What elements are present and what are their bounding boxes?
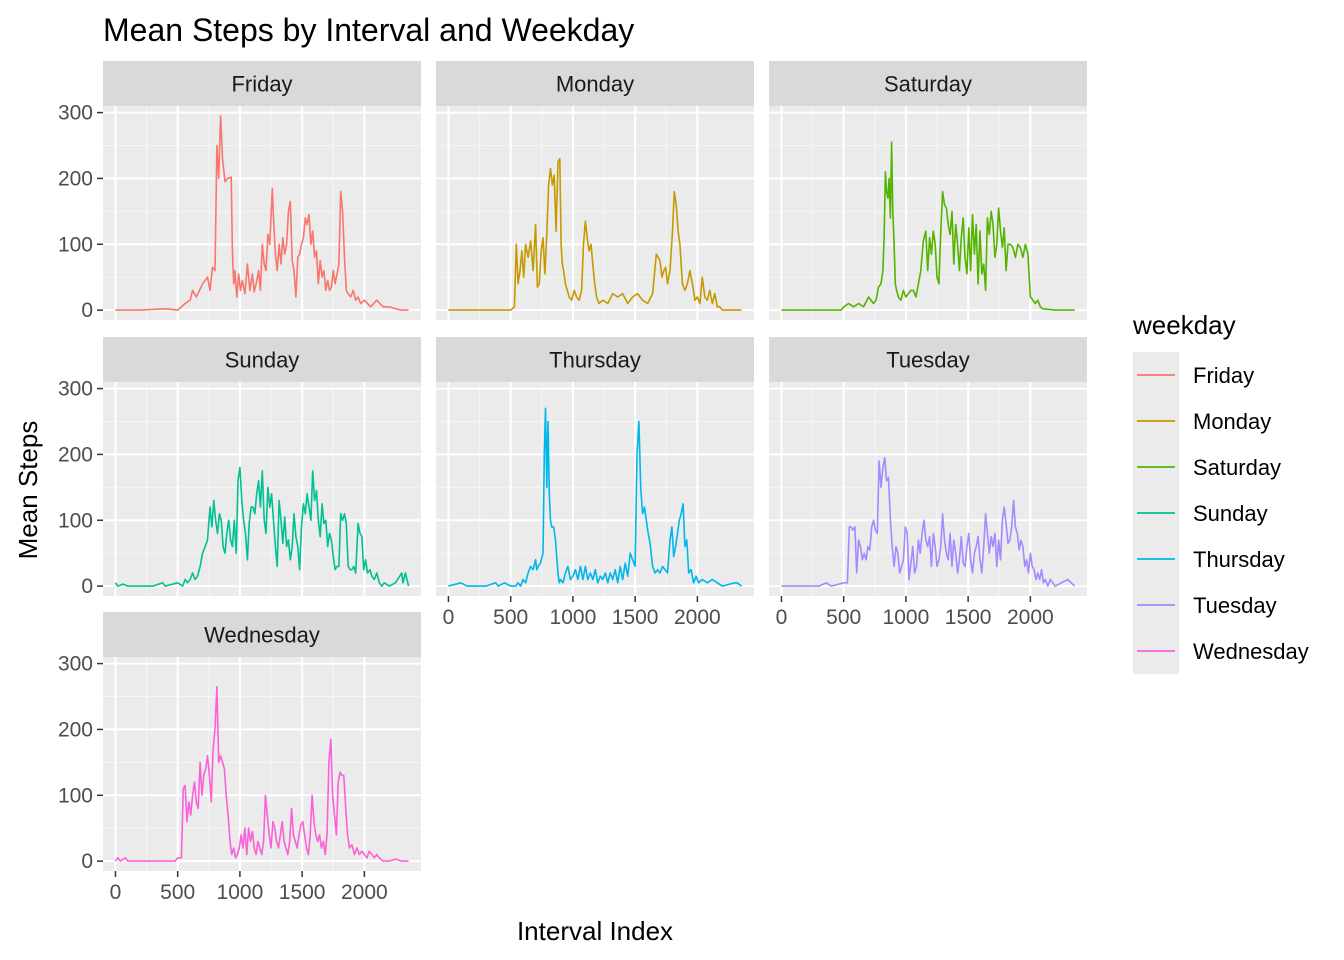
- x-tick-label: 500: [826, 606, 861, 629]
- panel-background: [103, 106, 421, 320]
- x-tick-label: 500: [493, 606, 528, 629]
- x-axis-title: Interval Index: [517, 916, 673, 946]
- facet-panel-monday: Monday: [436, 61, 754, 320]
- x-tick-label: 2000: [674, 606, 721, 629]
- facet-strip-label: Wednesday: [204, 623, 320, 648]
- facet-strip: [103, 612, 421, 657]
- x-tick-label: 1500: [612, 606, 659, 629]
- series-line-tuesday: [781, 456, 1076, 587]
- legend-item-monday: Monday: [1133, 398, 1271, 444]
- legend-label: Friday: [1193, 363, 1254, 388]
- series-line-friday: [115, 115, 409, 311]
- panel-background: [769, 106, 1087, 320]
- y-tick-label: 100: [58, 233, 93, 256]
- legend-label: Sunday: [1193, 501, 1268, 526]
- y-tick-label: 200: [58, 167, 93, 190]
- legend-title: weekday: [1132, 310, 1236, 340]
- x-tick-label: 2000: [341, 881, 388, 904]
- facet-strip-label: Monday: [556, 72, 634, 97]
- legend-item-tuesday: Tuesday: [1133, 582, 1277, 628]
- x-tick-label: 0: [110, 881, 122, 904]
- facet-panel-tuesday: Tuesday 0 500 1000 1500 2000: [769, 337, 1087, 629]
- x-tick-label: 1500: [279, 881, 326, 904]
- legend-label: Thursday: [1193, 547, 1285, 572]
- y-tick-label: 200: [58, 443, 93, 466]
- x-tick-label: 2000: [1007, 606, 1054, 629]
- facet-strip: [769, 337, 1087, 382]
- x-tick-label: 1000: [883, 606, 930, 629]
- facet-strip: [436, 337, 754, 382]
- facet-strip: [436, 61, 754, 106]
- series-line-saturday: [781, 141, 1075, 311]
- facet-strip: [769, 61, 1087, 106]
- x-tick-label: 0: [443, 606, 455, 629]
- series-line-monday: [448, 157, 742, 311]
- facet-panel-sunday: Sunday 0 100 200 300: [58, 337, 421, 598]
- facet-panel-saturday: Saturday: [769, 61, 1087, 320]
- legend-label: Tuesday: [1193, 593, 1277, 618]
- y-tick-label: 100: [58, 784, 93, 807]
- facet-panels: Friday 0 100 200 300 Monday Saturday Sunday 0 100…: [58, 61, 1087, 904]
- legend-item-thursday: Thursday: [1133, 536, 1285, 582]
- legend-item-wednesday: Wednesday: [1133, 628, 1309, 674]
- y-tick-label: 300: [58, 653, 93, 676]
- legend-keys: Friday Monday Saturday Sunday Thursday Tuesda…: [1133, 352, 1309, 674]
- y-tick-label: 300: [58, 378, 93, 401]
- y-tick-label: 0: [81, 299, 93, 322]
- panel-background: [769, 382, 1087, 596]
- facet-strip-label: Friday: [231, 72, 292, 97]
- x-tick-label: 1000: [217, 881, 264, 904]
- facet-panel-friday: Friday 0 100 200 300: [58, 61, 421, 322]
- x-tick-label: 0: [776, 606, 788, 629]
- chart-title: Mean Steps by Interval and Weekday: [103, 12, 634, 48]
- facet-strip-label: Thursday: [549, 348, 641, 373]
- x-tick-label: 1500: [945, 606, 992, 629]
- series-line-sunday: [114, 466, 410, 587]
- facet-strip-label: Tuesday: [886, 348, 970, 373]
- facet-strip-label: Saturday: [884, 72, 972, 97]
- legend-item-friday: Friday: [1133, 352, 1254, 398]
- y-tick-label: 0: [81, 850, 93, 873]
- legend-item-sunday: Sunday: [1133, 490, 1268, 536]
- facet-strip: [103, 337, 421, 382]
- y-axis-title: Mean Steps: [13, 421, 43, 560]
- legend-label: Monday: [1193, 409, 1271, 434]
- facet-strip-label: Sunday: [225, 348, 300, 373]
- facet-panel-thursday: Thursday 0 500 1000 1500 2000: [436, 337, 754, 629]
- legend: weekday Friday Monday Saturday Sunday Thursd…: [1132, 310, 1309, 674]
- panel-background: [436, 382, 754, 596]
- series-line-thursday: [448, 407, 743, 587]
- legend-label: Saturday: [1193, 455, 1281, 480]
- facet-panel-wednesday: Wednesday 0 100 200 300 0 500 1000 1500 2000: [58, 612, 421, 904]
- x-tick-label: 1000: [550, 606, 597, 629]
- y-tick-label: 300: [58, 102, 93, 125]
- y-tick-label: 0: [81, 575, 93, 598]
- x-tick-label: 500: [160, 881, 195, 904]
- y-tick-label: 200: [58, 718, 93, 741]
- facet-strip: [103, 61, 421, 106]
- legend-item-saturday: Saturday: [1133, 444, 1281, 490]
- y-tick-label: 100: [58, 509, 93, 532]
- series-line-wednesday: [114, 685, 409, 862]
- legend-label: Wednesday: [1193, 639, 1309, 664]
- panel-background: [103, 657, 421, 871]
